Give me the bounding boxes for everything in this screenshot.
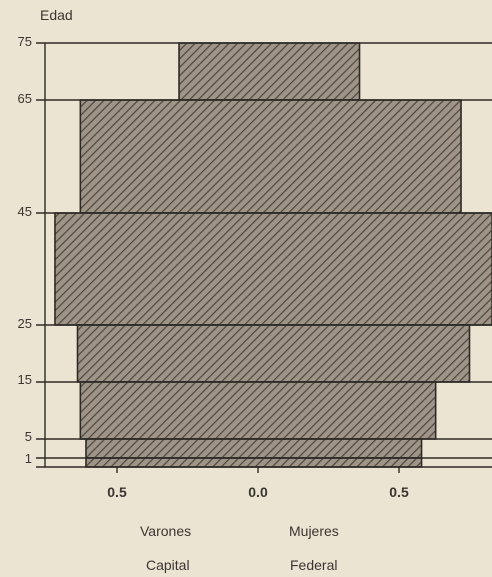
y-tick-15: 15 [17, 372, 32, 387]
y-tick-25: 25 [17, 316, 32, 331]
pyramid-bar-25-45 [54, 212, 492, 326]
pyramid-bar-45-65 [79, 99, 462, 214]
pyramid-bar-1-5 [85, 438, 423, 459]
y-tick-45: 45 [17, 204, 32, 219]
pyramid-bar-0-1 [85, 457, 423, 468]
y-tick-65: 65 [17, 91, 32, 106]
label-capital: Capital [146, 557, 190, 573]
x-tick-left-0-5: 0.5 [107, 484, 127, 500]
x-tick-right-0-5: 0.5 [389, 484, 409, 500]
y-tick-75: 75 [17, 34, 32, 49]
label-mujeres: Mujeres [289, 523, 339, 539]
x-tick-zero: 0.0 [248, 484, 268, 500]
pyramid-bar-5-15 [79, 381, 437, 440]
label-federal: Federal [290, 557, 338, 573]
y-tick-5: 5 [24, 429, 32, 444]
y-tick-1: 1 [24, 451, 32, 466]
pyramid-bar-15-25 [76, 324, 471, 383]
label-varones: Varones [140, 523, 192, 539]
y-axis-title: Edad [40, 7, 73, 23]
pyramid-bar-65-75 [178, 42, 361, 101]
